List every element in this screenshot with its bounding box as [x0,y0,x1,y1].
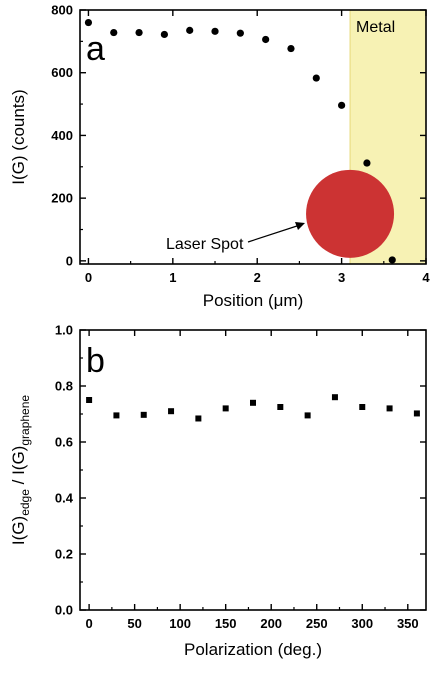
laser-spot-label: Laser Spot [166,236,244,253]
a-x-tick-label: 3 [338,270,345,285]
panel-b-data-point [168,408,175,415]
laser-spot-marker [306,169,395,258]
panel-b-letter: b [86,342,105,380]
panel-b-data-point [331,394,338,401]
panel-b-data-point [277,404,284,410]
a-x-tick-label: 2 [254,270,261,285]
panel-a-data-point [186,26,194,34]
laser-spot-arrowhead [295,222,305,230]
a-x-tick-label: 1 [169,270,176,285]
panel-b-data-point [304,412,311,419]
panel-a-x-axis-label: Position (μm) [203,291,303,310]
panel-a-y-axis-label: I(G) (counts) [9,89,28,184]
a-x-tick-label: 0 [85,270,92,285]
b-y-tick-label: 0.0 [55,603,73,618]
panel-b-ylabel-sub2: graphene [18,395,32,446]
b-x-tick-label: 350 [397,616,419,631]
panel-b-x-axis-label: Polarization (deg.) [184,640,322,659]
panel-a-data-point [388,256,396,264]
b-x-tick-label: 300 [351,616,373,631]
panel-a-data-point [110,28,118,37]
panel-a-x-ticks: 0 1 2 3 4 [85,10,430,285]
b-y-tick-label: 0.8 [55,379,73,394]
b-y-tick-label: 0.2 [55,547,73,562]
b-y-tick-label: 0.6 [55,435,73,450]
b-x-tick-label: 100 [169,616,191,631]
panel-a-data-point [84,18,93,27]
panel-a-data-point [160,30,168,39]
a-y-tick-label: 800 [51,3,73,18]
panel-a-data-point [262,35,270,44]
panel-a-plot-frame [79,9,427,265]
panel-a-letter: a [86,30,105,68]
panel-a-data-point [236,29,244,37]
a-y-tick-label: 0 [66,253,73,268]
panel-a: Metal Laser Spot 0 1 2 3 4 0 200 400 600 800 a P… [9,3,430,311]
panel-b-data-point [359,404,366,410]
panel-a-data-point [363,159,371,167]
b-x-tick-label: 50 [127,616,141,631]
panel-a-data-point [312,74,320,82]
a-y-tick-label: 200 [51,191,73,206]
b-y-tick-label: 0.4 [55,491,74,506]
b-x-tick-label: 250 [306,616,328,631]
laser-spot-arrow [247,224,301,243]
panel-b-ylabel-part1: I(G) [9,516,28,545]
panel-b-ylabel-sub1: edge [18,489,32,516]
panel-b-data-point [140,411,147,418]
b-x-tick-label: 0 [85,616,92,631]
a-y-tick-label: 600 [51,65,73,80]
panel-b-y-ticks: 0.0 0.2 0.4 0.6 0.8 1.0 [55,323,426,618]
panel-a-data-points [84,18,396,264]
panel-a-data-point [287,44,295,53]
panel-b-data-points [86,394,420,422]
panel-b-data-point [113,412,120,419]
panel-b-data-point [413,410,420,417]
a-x-tick-label: 4 [422,270,430,285]
panel-b-data-point [250,399,256,406]
panel-b-data-point [386,405,393,412]
panel-b-ylabel-part2: / I(G) [9,446,28,489]
b-x-tick-label: 150 [215,616,237,631]
panel-b-y-axis-label: I(G)edge / I(G)graphene [9,395,32,545]
panel-b-data-point [86,397,93,403]
panel-a-data-point [211,27,219,35]
panel-a-y-ticks: 0 200 400 600 800 [51,3,426,268]
panel-b-data-point [222,405,229,412]
b-x-tick-label: 200 [260,616,282,631]
panel-b-x-ticks: 0 50 100 150 200 250 300 350 [85,330,419,631]
panel-b: 0 50 100 150 200 250 300 350 0.0 0.2 0.4 0.6 0.8 1.0… [9,323,427,659]
panel-b-plot-frame [79,329,427,611]
panel-a-data-point [135,28,143,37]
metal-region-label: Metal [356,19,395,36]
panel-b-data-point [195,415,202,422]
b-y-tick-label: 1.0 [55,323,73,338]
a-y-tick-label: 400 [51,128,73,143]
panel-a-data-point [338,101,346,109]
